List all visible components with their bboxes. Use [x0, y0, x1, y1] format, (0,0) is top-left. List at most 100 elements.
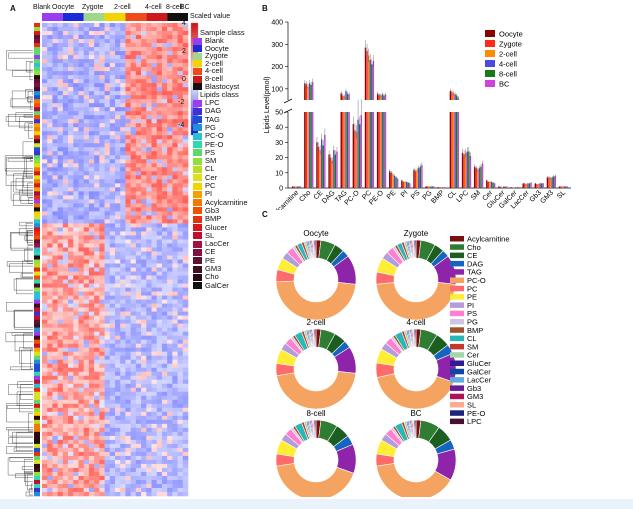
heatmap-cell — [172, 287, 178, 292]
heatmap-cell — [99, 471, 105, 477]
heatmap-cell — [52, 351, 58, 357]
heatmap-cell — [109, 55, 116, 60]
heatmap-cell — [104, 207, 111, 212]
heatmap-cell — [83, 435, 90, 441]
heatmap-cell — [78, 59, 85, 64]
heatmap-cell — [182, 459, 189, 465]
lipid-legend-item: PI — [193, 190, 212, 198]
heatmap-cell — [172, 267, 178, 272]
heatmap-cell — [83, 207, 90, 212]
heatmap-cell — [62, 335, 69, 340]
heatmap-cell — [156, 383, 163, 389]
heatmap-cell — [47, 139, 53, 144]
heatmap-cell — [125, 79, 131, 84]
dendrogram-branch — [30, 349, 33, 370]
heatmap-cell — [182, 223, 189, 228]
heatmap-cell — [156, 267, 163, 272]
heatmap-cell — [68, 179, 74, 184]
bar — [463, 154, 465, 188]
heatmap-cell — [167, 255, 173, 260]
heatmap-cell — [172, 235, 178, 240]
legend-swatch — [193, 207, 202, 215]
bar — [510, 187, 512, 188]
heatmap-cell — [120, 195, 126, 200]
dendrogram-branch — [21, 349, 33, 370]
heatmap-cell — [52, 375, 58, 381]
heatmap-cell — [146, 35, 152, 40]
heatmap-cell — [125, 275, 131, 280]
heatmap-cell — [62, 435, 69, 441]
heatmap-cell — [104, 187, 111, 192]
heatmap-cell — [130, 27, 137, 32]
heatmap-cell — [78, 383, 85, 389]
heatmap-cell — [141, 419, 147, 425]
heatmap-cell — [73, 311, 79, 316]
bar — [414, 171, 417, 188]
heatmap-cell — [156, 407, 163, 413]
heatmap-cell — [177, 299, 184, 304]
heatmap-cell — [83, 159, 90, 164]
row-class-cell — [34, 155, 40, 160]
heatmap-cell — [161, 419, 168, 425]
heatmap-cell — [99, 43, 105, 48]
heatmap-cell — [125, 227, 131, 232]
heatmap-column-label: 4-cell — [145, 4, 162, 11]
heatmap-cell — [120, 251, 126, 256]
heatmap-cell — [156, 423, 163, 429]
heatmap-cell — [156, 59, 163, 64]
dendrogram-branch — [10, 181, 33, 201]
heatmap-cell — [120, 111, 126, 116]
heatmap-cell — [120, 71, 126, 76]
heatmap-cell — [99, 355, 105, 361]
heatmap-cell — [83, 143, 90, 148]
heatmap-cell — [161, 235, 168, 240]
heatmap-cell — [125, 343, 131, 348]
heatmap-cell — [52, 151, 58, 156]
heatmap-cell — [177, 191, 184, 196]
heatmap-cell — [130, 479, 137, 485]
heatmap-cell — [135, 195, 142, 200]
heatmap-cell — [109, 339, 116, 344]
heatmap-cell — [104, 443, 111, 449]
heatmap-cell — [151, 135, 158, 140]
heatmap-cell — [120, 35, 126, 40]
heatmap-cell — [125, 383, 131, 389]
heatmap-cell — [73, 231, 79, 236]
heatmap-cell — [161, 215, 168, 220]
legend-swatch — [485, 30, 495, 37]
heatmap-cell — [62, 199, 69, 204]
heatmap-cell — [62, 243, 69, 248]
heatmap-cell — [104, 411, 111, 417]
heatmap-cell — [172, 435, 178, 441]
heatmap-cell — [88, 51, 95, 56]
heatmap-cell — [109, 463, 116, 469]
row-class-cell — [34, 295, 40, 300]
heatmap-cell — [115, 355, 121, 361]
heatmap-cell — [135, 55, 142, 60]
heatmap-cell — [99, 239, 105, 244]
bar — [457, 112, 459, 188]
heatmap-cell — [83, 139, 90, 144]
heatmap-cell — [141, 207, 147, 212]
bar — [358, 124, 361, 188]
heatmap-cell — [52, 231, 58, 236]
legend-label: Cho — [467, 243, 481, 252]
row-class-cell — [34, 55, 40, 60]
heatmap-cell — [141, 103, 147, 108]
heatmap-cell — [151, 179, 158, 184]
heatmap-cell — [177, 23, 184, 28]
heatmap-cell — [177, 99, 184, 104]
heatmap-cell — [52, 223, 58, 228]
heatmap-cell — [94, 443, 100, 449]
dendrogram-branch — [27, 474, 33, 491]
heatmap-cell — [88, 287, 95, 292]
heatmap-cell — [88, 459, 95, 465]
heatmap-cell — [172, 183, 178, 188]
heatmap-cell — [42, 327, 48, 332]
legend-swatch — [193, 99, 202, 107]
heatmap-cell — [167, 359, 173, 365]
heatmap-cell — [182, 435, 189, 441]
heatmap-cell — [151, 431, 158, 437]
heatmap-cell — [177, 339, 184, 344]
heatmap-cell — [115, 411, 121, 417]
